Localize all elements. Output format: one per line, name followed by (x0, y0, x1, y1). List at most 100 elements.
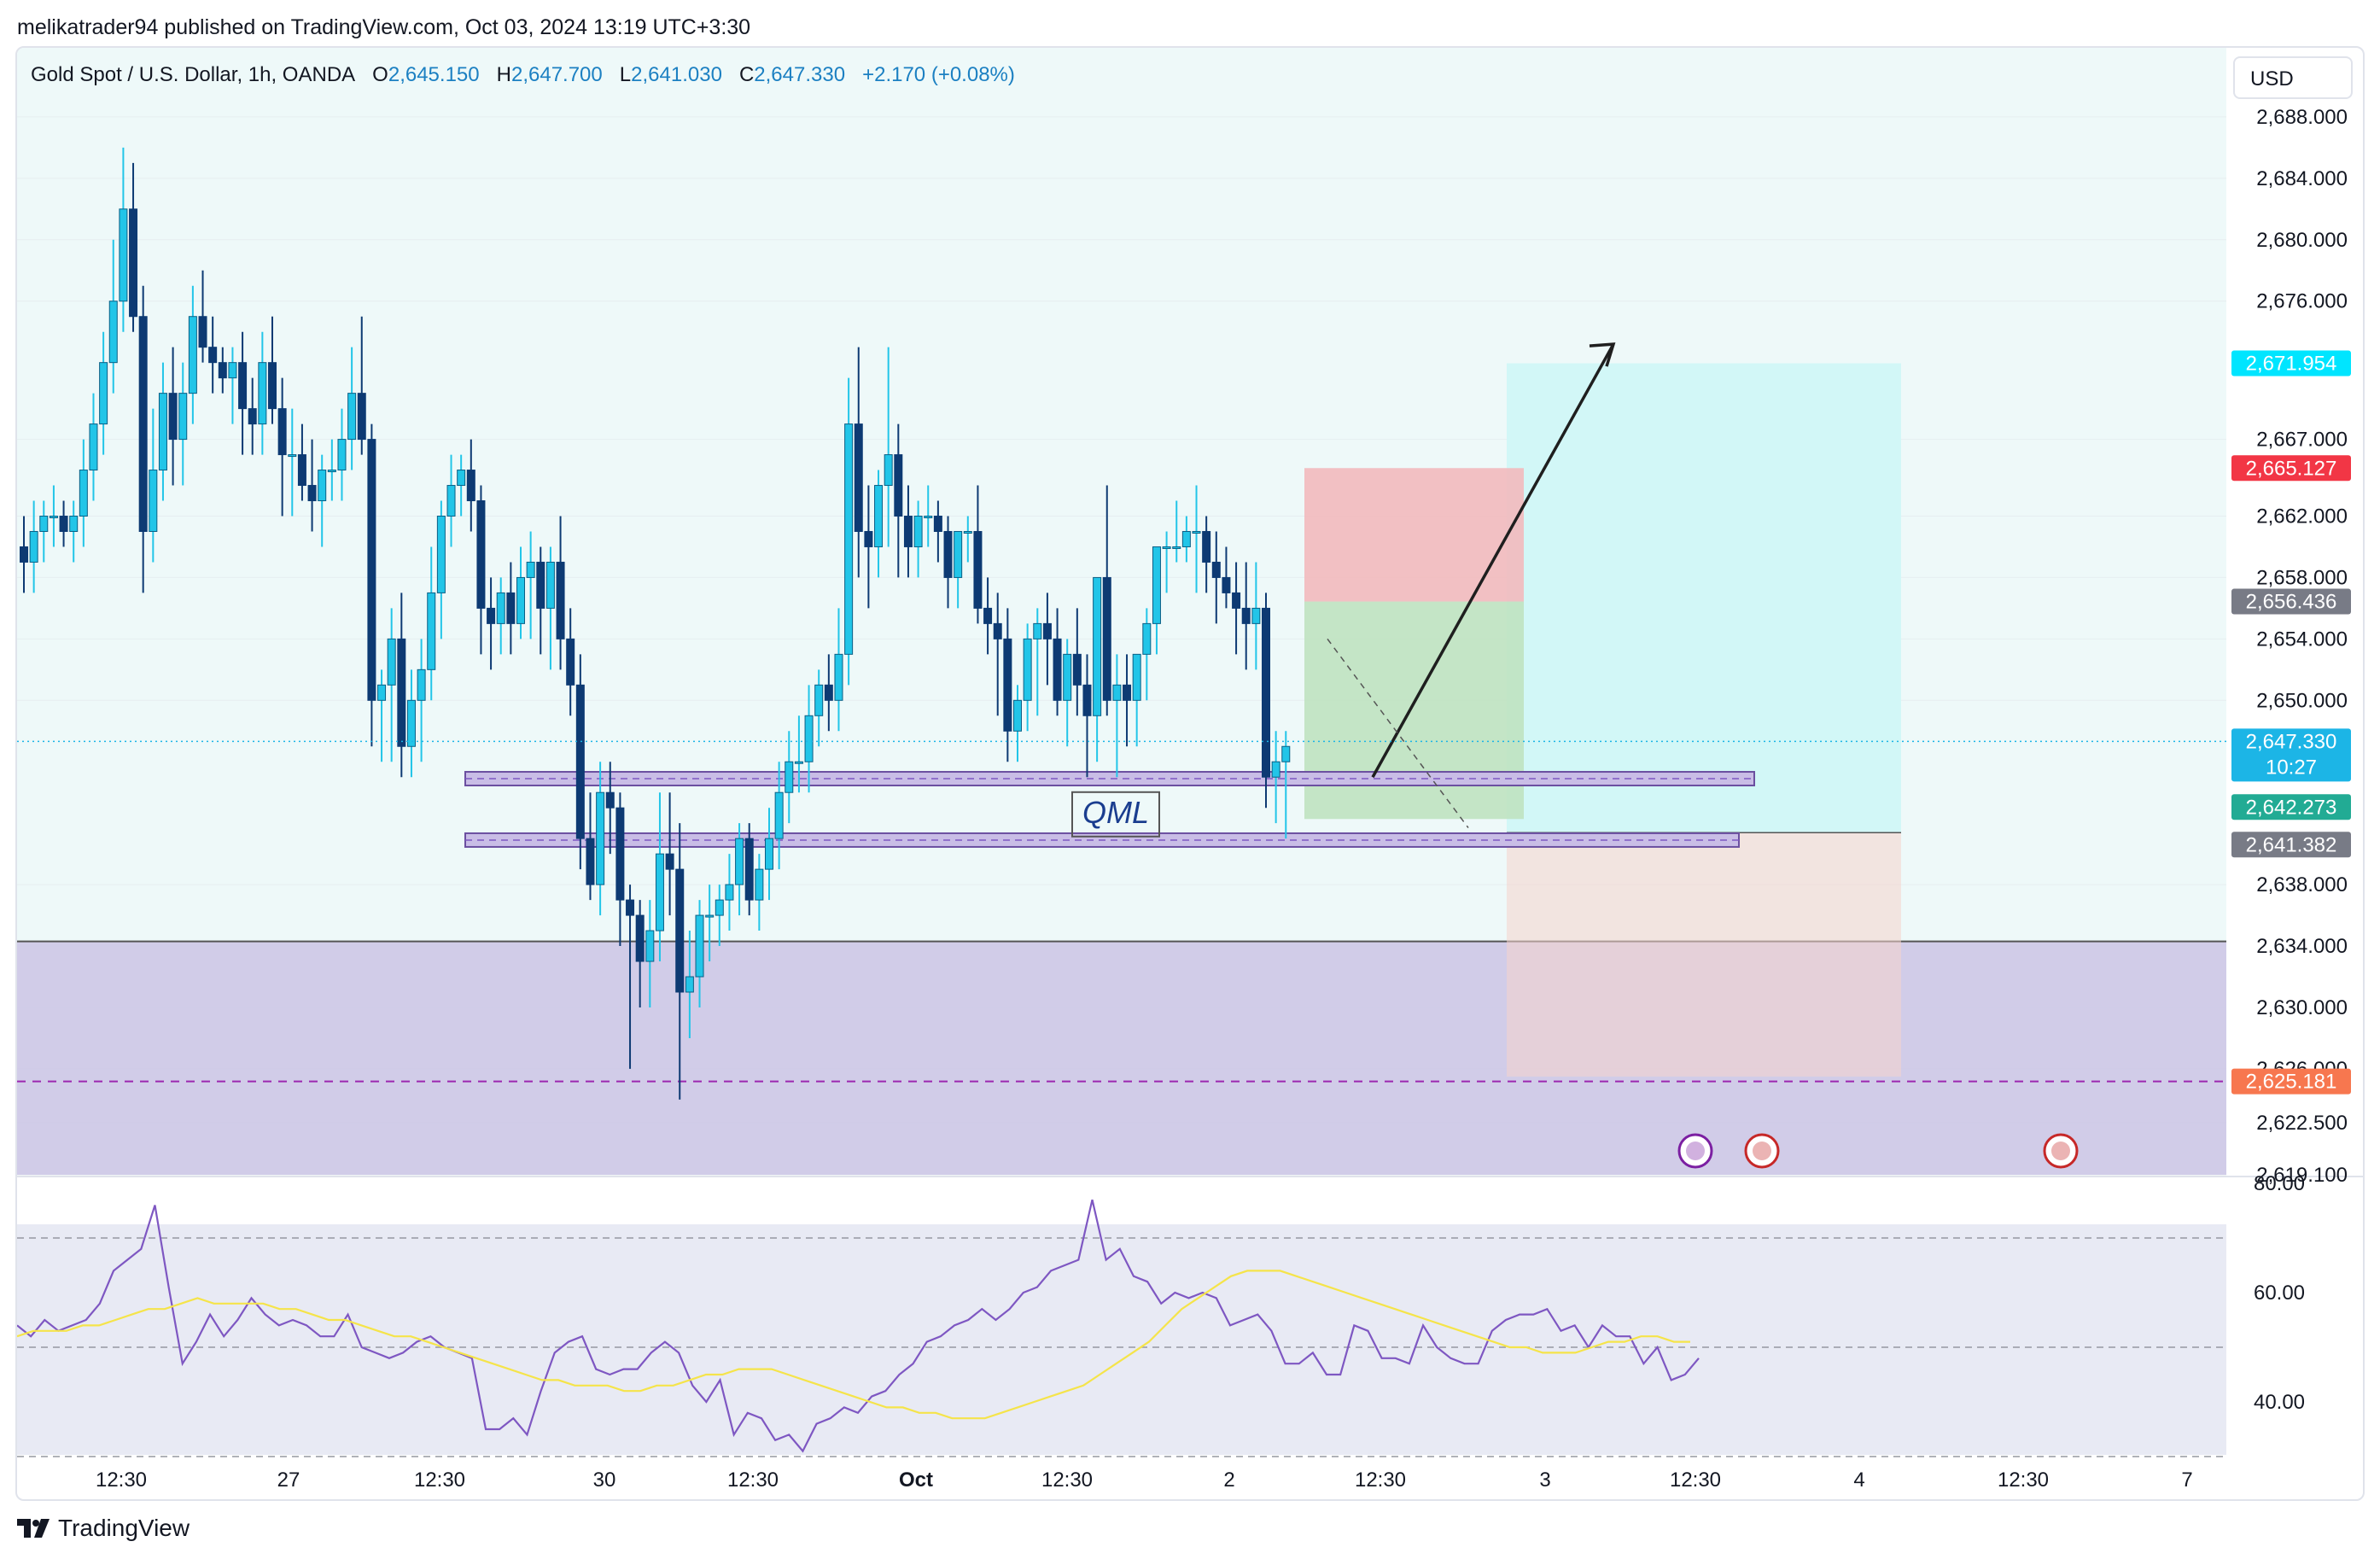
candle-body (188, 316, 197, 394)
candle-body (297, 454, 306, 487)
chart-canvas[interactable]: QML 2,688.000 2,684.000 2,680.000 2,676.000… (17, 48, 2363, 1499)
candle (99, 331, 108, 455)
candle-body (39, 516, 49, 532)
rsi-band-background (17, 1224, 2226, 1455)
candle (129, 162, 138, 332)
candle (427, 546, 436, 701)
low-label: L (619, 63, 632, 86)
candle (665, 792, 674, 916)
lightning-event-icon (1677, 1133, 1713, 1169)
tradingview-logo[interactable]: TradingView (17, 1515, 190, 1542)
price-tick-label: 2,630.000 (2256, 996, 2348, 1019)
candle-body (1003, 638, 1012, 732)
candle (357, 316, 366, 455)
price-label-text: 2,642.273 (2246, 796, 2337, 819)
price-tick-label: 2,662.000 (2256, 505, 2348, 528)
time-tick-label: 7 (2181, 1468, 2192, 1492)
candle-body (626, 899, 635, 916)
candle-body (1222, 576, 1231, 593)
candle (397, 593, 406, 778)
candle (1063, 639, 1072, 747)
candle (288, 408, 297, 517)
candle-body (1023, 638, 1032, 701)
candle-body (487, 607, 496, 624)
candle-body (397, 638, 406, 747)
candle-body (516, 576, 525, 624)
price-label-text: 2,665.127 (2246, 457, 2337, 480)
candle-body (983, 607, 993, 624)
candle (993, 593, 1002, 716)
candle-body (178, 393, 188, 441)
candle-body (695, 914, 704, 978)
candle (1023, 623, 1032, 732)
candle (924, 485, 933, 547)
candle-body (228, 362, 237, 379)
candle (903, 485, 913, 578)
candle-body (774, 791, 784, 839)
candle-body (158, 393, 167, 471)
candle (1202, 516, 1211, 593)
candle-body (765, 838, 773, 870)
candle (685, 931, 694, 1038)
candle (1042, 593, 1052, 686)
time-tick-label: 27 (277, 1468, 300, 1492)
time-tick-label: 30 (593, 1468, 616, 1492)
candle-body (854, 423, 863, 532)
candle-body (367, 439, 376, 701)
price-tick-label: 2,667.000 (2256, 429, 2348, 452)
candle-body (1112, 684, 1122, 701)
candle (318, 454, 327, 547)
candle-body (526, 561, 535, 578)
time-tick-label: 4 (1853, 1468, 1864, 1492)
candle (446, 454, 456, 547)
candle-body (804, 715, 814, 762)
candle-body (347, 393, 357, 441)
symbol-name[interactable]: Gold Spot / U.S. Dollar, 1h, OANDA (31, 63, 356, 86)
candle-body (318, 470, 327, 502)
candle-body (89, 423, 98, 471)
candle-body (427, 592, 436, 670)
price-label-text: 2,656.436 (2246, 591, 2337, 614)
candle (774, 762, 784, 870)
candle-body (1152, 546, 1161, 624)
price-label-text: 2,641.382 (2246, 833, 2337, 856)
candle (1003, 608, 1012, 762)
us-flag-icon-center (2051, 1142, 2070, 1160)
qml-label: QML (1082, 795, 1149, 830)
candle (1102, 485, 1111, 716)
candle (1053, 608, 1062, 716)
publish-info: melikatrader94 published on TradingView.… (17, 15, 751, 39)
candle (178, 362, 188, 486)
price-tick-label: 2,622.500 (2256, 1112, 2348, 1135)
tradingview-icon (17, 1519, 50, 1538)
candle (168, 347, 178, 486)
candle-body (824, 684, 833, 701)
candle-body (59, 516, 68, 532)
candle (89, 393, 98, 501)
candle-body (476, 500, 486, 609)
candle-body (79, 470, 88, 517)
chart-container[interactable]: QML 2,688.000 2,684.000 2,680.000 2,676.000… (15, 46, 2365, 1501)
currency-button[interactable]: USD (2233, 56, 2353, 99)
price-tick-label: 2,680.000 (2256, 229, 2348, 252)
candle-body (1063, 653, 1072, 701)
candle (238, 331, 248, 455)
candle-body (406, 699, 416, 747)
time-tick-label: 12:30 (1998, 1468, 2049, 1492)
candle (258, 331, 267, 455)
candle-body (1202, 530, 1211, 563)
candle-body (1251, 607, 1261, 624)
high-label: H (496, 63, 511, 86)
candle (536, 546, 545, 655)
candle (705, 885, 715, 962)
candle-body (864, 530, 873, 547)
candle (963, 516, 972, 563)
candle-body (1082, 684, 1092, 716)
candle-body (49, 516, 58, 519)
rsi-line (17, 1199, 1700, 1453)
candle (39, 500, 49, 563)
candle-body (924, 516, 933, 519)
candle-body (705, 914, 715, 918)
candle-body (1192, 530, 1201, 534)
candle (1222, 546, 1231, 609)
